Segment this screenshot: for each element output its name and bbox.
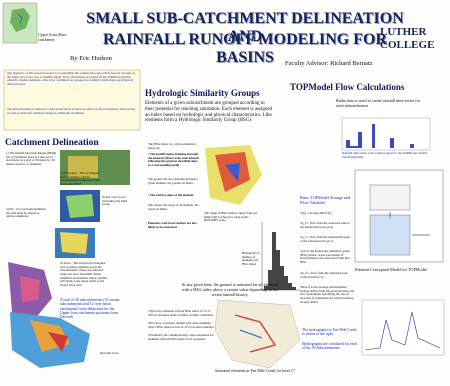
- author: By Eric Hudson: [70, 55, 112, 62]
- heading: TOPModel Flow Calculations: [290, 82, 405, 92]
- caption: Rainfall time series is the primary inpu…: [342, 151, 427, 159]
- note: The steeper the slope of an element, the…: [148, 203, 199, 211]
- heading: Catchment Delineation: [5, 138, 99, 148]
- variable: •Here S̄ is the average subcatchment sto…: [300, 285, 355, 304]
- note: The greater the area draining through a …: [148, 177, 198, 185]
- caption: Element Conceptual Model for TOPModel: [355, 267, 427, 272]
- advisor: Faculty Advisor: Richard Bernatz: [285, 60, 373, 67]
- logo: LUTHER: [380, 26, 427, 38]
- hsg-map: [205, 145, 262, 205]
- logo: COLLEGE: [380, 39, 435, 51]
- caption: Histogram of number of elements per HSG …: [242, 251, 259, 267]
- conceptual-diagram: [354, 169, 444, 263]
- note: The HSG index for a given element is bas…: [148, 142, 197, 150]
- heading: Hydrologic Similarity Groups: [145, 88, 260, 98]
- paragraph: Elements of a given subcatchment are gro…: [145, 101, 273, 124]
- abstract: The flow modeling is desired to assist i…: [7, 107, 136, 115]
- step: A total of 30 subcatchments (19 stream s…: [60, 298, 120, 320]
- note: Elements with lower indices are less lik…: [148, 221, 197, 229]
- abstract-box: [3, 69, 141, 131]
- catchment-images: [8, 150, 130, 368]
- note: • The Uphill region draining through the…: [148, 152, 200, 168]
- step: 2) Extraction - The rectangular area con…: [60, 171, 100, 187]
- bullet: •Typically, elements with an HSG index o…: [148, 309, 214, 317]
- hydrograph: [361, 299, 445, 356]
- note: • The surface slope of the element.: [148, 193, 195, 197]
- saturation-map: [214, 299, 301, 369]
- hsg-histogram: [261, 222, 300, 291]
- step: 4) Trace - The extracted rectangular are…: [60, 261, 107, 288]
- note: The range of HSG indices range from red …: [204, 211, 258, 223]
- paragraph: Radar data is used to create rainfall ti…: [336, 98, 421, 108]
- subheading: Basic TOPModel Storage and Flow Variable…: [300, 195, 350, 205]
- paragraph: Hydrographs are calculated for each of t…: [302, 342, 358, 351]
- title: RAINFALL RUNOFF MODELING FOR BASINS: [103, 31, 387, 67]
- step: 1) The Digital Elevation Model (DEM) fil…: [6, 151, 57, 167]
- bullet: •Recovery, excessive rainfall will cause…: [148, 321, 214, 329]
- bullet: •Eventually the conditions may cause sat…: [148, 333, 214, 341]
- caption: Saturated elements in Ten Mile Creek for…: [215, 368, 295, 373]
- iowa-map: [2, 2, 38, 44]
- map-label: Upper Iowa River catchment: [38, 32, 67, 42]
- paragraph: The hydrograph for Ten Mile Creek is sho…: [302, 328, 357, 337]
- variable: •Q_of = flow from the saturated zone to …: [300, 271, 348, 279]
- rainfall-chart: [341, 117, 431, 151]
- paragraph: At any given time, the ground is saturat…: [181, 282, 279, 297]
- variable: •Q_v = flow from the unsaturated zone to…: [300, 235, 350, 243]
- step: 3) Fix - For each subcatchment the data …: [6, 207, 46, 219]
- abstract: The objective of this research project i…: [7, 71, 135, 87]
- title: SMALL SUB-CATCHMENT DELINEATION AND: [86, 10, 404, 46]
- variable: •λ(x) is the hydrologic similarity group…: [300, 249, 350, 265]
- step: In this case we are extracting Ten Mile …: [102, 195, 128, 207]
- variable: •S(t) = storage deficit (L): [300, 211, 333, 215]
- label: Decorah, Iowa: [100, 351, 119, 355]
- variable: •Q_b = flow from the saturated zone to t…: [300, 221, 350, 229]
